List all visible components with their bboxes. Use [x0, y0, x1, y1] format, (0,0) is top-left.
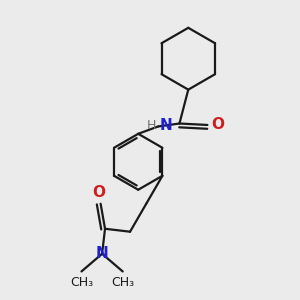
Text: O: O [211, 118, 224, 133]
Text: CH₃: CH₃ [111, 276, 134, 289]
Text: N: N [96, 246, 109, 261]
Text: N: N [159, 118, 172, 134]
Text: O: O [93, 185, 106, 200]
Text: CH₃: CH₃ [70, 276, 93, 289]
Text: H: H [146, 119, 156, 132]
